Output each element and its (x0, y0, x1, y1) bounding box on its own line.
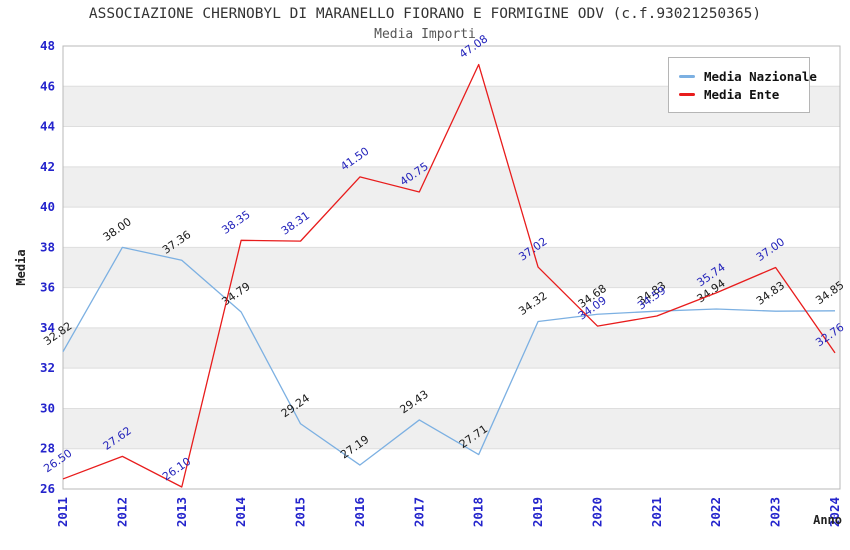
x-axis-title: Anno (813, 513, 842, 527)
gridlines (63, 85, 840, 450)
x-tick-label: 2018 (471, 497, 486, 527)
x-axis-ticks: 2011 2012 2013 2014 2015 2016 2017 2018 2019 2020… (55, 497, 842, 527)
legend-swatch-media-ente (679, 92, 695, 96)
y-tick-label: 42 (40, 159, 55, 174)
point-label: 26.10 (160, 455, 193, 484)
y-tick-label: 32 (40, 360, 55, 375)
stripe-band (63, 327, 840, 369)
y-tick-label: 28 (40, 441, 55, 456)
x-tick-label: 2014 (233, 497, 248, 527)
legend: Media Nazionale Media Ente (668, 57, 817, 113)
stripe-band (63, 408, 840, 449)
series-line-0 (62, 246, 836, 466)
y-tick-label: 48 (40, 38, 55, 53)
chart-subtitle: Media Importi (374, 27, 476, 42)
y-tick-label: 44 (40, 119, 55, 134)
x-tick-label: 2024 (827, 497, 842, 527)
x-tick-label: 2020 (589, 497, 604, 527)
y-tick-label: 46 (40, 78, 55, 93)
y-tick-label: 36 (40, 280, 55, 295)
y-tick-label: 40 (40, 199, 55, 214)
point-label: 38.00 (101, 215, 134, 244)
legend-label-media-nazionale: Media Nazionale (704, 68, 817, 84)
x-tick-label: 2011 (55, 497, 70, 527)
stripe-band (63, 166, 840, 208)
point-label: 38.35 (219, 208, 252, 237)
point-label: 47.08 (457, 32, 490, 61)
x-tick-label: 2015 (293, 497, 308, 527)
y-axis-ticks: 26 28 30 32 34 36 38 40 42 44 46 48 (40, 38, 55, 496)
plot-border (62, 45, 841, 490)
x-tick-label: 2021 (649, 497, 664, 527)
x-tick-label: 2013 (174, 497, 189, 527)
y-tick-label: 34 (40, 320, 55, 335)
x-tick-label: 2023 (768, 497, 783, 527)
x-tick-label: 2019 (530, 497, 545, 527)
y-tick-label: 30 (40, 400, 55, 415)
y-tick-label: 26 (40, 481, 55, 496)
point-label: 34.32 (516, 289, 549, 318)
legend-item-media-ente[interactable]: Media Ente (679, 86, 799, 102)
y-tick-label: 38 (40, 239, 55, 254)
x-tick-label: 2017 (411, 497, 426, 527)
chart-title: ASSOCIAZIONE CHERNOBYL DI MARANELLO FIOR… (88, 6, 762, 22)
x-tick-label: 2016 (352, 497, 367, 527)
stripe-band (63, 247, 840, 288)
series-line-1 (62, 63, 836, 488)
legend-item-media-nazionale[interactable]: Media Nazionale (679, 68, 817, 84)
x-tick-label: 2022 (708, 497, 723, 527)
y-axis-title: Media (14, 249, 28, 285)
legend-swatch-media-nazionale (679, 74, 695, 78)
x-tick-label: 2012 (114, 497, 129, 527)
legend-label-media-ente: Media Ente (704, 86, 780, 102)
